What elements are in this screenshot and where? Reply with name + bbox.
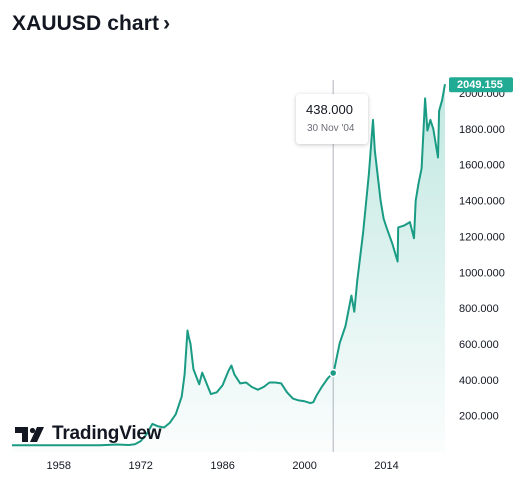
tooltip-date: 30 Nov '04 (307, 123, 355, 134)
y-tick-label: 1400.000 (459, 196, 505, 208)
tradingview-logo-icon (15, 427, 44, 442)
chart-title-link[interactable]: XAUUSD chart › (12, 12, 170, 36)
y-tick-label: 400.000 (459, 375, 499, 387)
highlight-point (328, 368, 338, 378)
area-fill (12, 84, 445, 452)
y-tick-label: 600.000 (459, 339, 499, 351)
x-tick-label: 2014 (374, 460, 398, 472)
y-tick-label: 1200.000 (459, 231, 505, 243)
x-tick-label: 2000 (292, 460, 316, 472)
y-tick-label: 200.000 (459, 411, 499, 423)
tooltip-value: 438.000 (306, 102, 353, 117)
y-tick-label: 1600.000 (459, 160, 505, 172)
chevron-right-icon: › (163, 12, 171, 35)
chart-title: XAUUSD chart (12, 12, 160, 35)
current-price-label: 2049.155 (449, 77, 513, 93)
x-tick-label: 1986 (210, 460, 234, 472)
current-price-value: 2049.155 (457, 79, 503, 91)
tradingview-wordmark: TradingView (52, 423, 162, 444)
x-tick-label: 1958 (47, 460, 71, 472)
y-tick-label: 800.000 (459, 303, 499, 315)
x-tick-label: 1972 (128, 460, 152, 472)
price-line (12, 84, 446, 447)
y-tick-label: 1800.000 (459, 124, 505, 136)
price-tooltip: 438.000 30 Nov '04 (296, 94, 368, 144)
y-tick-label: 1000.000 (459, 267, 505, 279)
tradingview-logo[interactable]: TradingView (14, 421, 162, 447)
